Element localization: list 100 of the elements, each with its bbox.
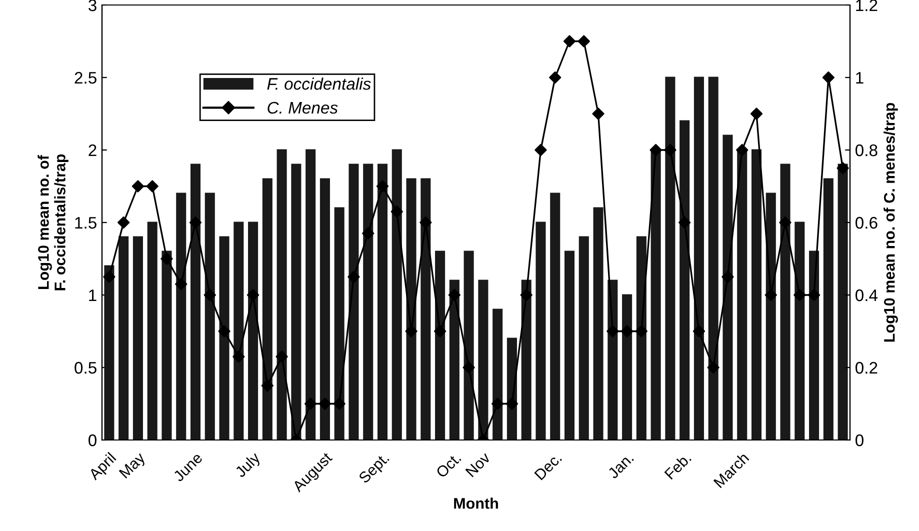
y-tick-label: 2 xyxy=(88,144,96,156)
y2-tick-label: 0 xyxy=(856,434,864,446)
bar xyxy=(593,207,604,440)
point xyxy=(232,350,245,363)
bar xyxy=(132,236,143,440)
point xyxy=(707,361,720,374)
y-tick-label: 0 xyxy=(88,434,96,446)
point xyxy=(362,227,374,240)
bar xyxy=(536,222,546,440)
bar xyxy=(276,149,287,440)
point xyxy=(333,398,346,410)
bar xyxy=(449,280,460,440)
point xyxy=(189,216,202,229)
point xyxy=(692,325,706,338)
bar xyxy=(406,178,416,440)
y-axis-title: Log10 mean no. of F. occidentalis/trap xyxy=(38,154,68,290)
x-tick-label: Jan. xyxy=(607,452,634,480)
point xyxy=(549,71,562,84)
x-tick-label: May xyxy=(118,452,148,481)
y-tick-label: 1 xyxy=(89,290,96,302)
bar xyxy=(348,164,359,440)
bar xyxy=(492,308,503,440)
point xyxy=(592,108,604,120)
point xyxy=(146,180,158,192)
point xyxy=(794,288,806,302)
point xyxy=(118,216,130,229)
bar xyxy=(219,236,230,440)
y-tick-label: 2.5 xyxy=(74,72,96,84)
bar xyxy=(248,222,258,440)
bar xyxy=(694,76,704,440)
point xyxy=(276,350,288,363)
legend-label: C. Menes xyxy=(268,102,338,114)
point xyxy=(822,71,834,84)
point xyxy=(578,35,590,48)
bar xyxy=(464,250,474,440)
bar xyxy=(766,192,776,440)
point xyxy=(736,144,748,156)
point xyxy=(218,325,230,338)
bar xyxy=(377,164,388,440)
bar xyxy=(564,250,575,440)
point xyxy=(132,180,144,192)
x-tick-label: Nov xyxy=(465,452,492,478)
bar xyxy=(751,149,762,440)
point xyxy=(448,288,460,302)
bar xyxy=(478,280,488,440)
bar xyxy=(708,76,718,440)
point xyxy=(506,398,518,410)
bar xyxy=(521,280,532,440)
point xyxy=(722,270,734,283)
point xyxy=(318,398,332,410)
point xyxy=(434,325,446,338)
x-tick-label: Feb. xyxy=(664,452,692,480)
x-axis-title: Month xyxy=(454,498,498,509)
bar xyxy=(234,222,244,440)
bar xyxy=(737,149,748,440)
point xyxy=(520,288,532,302)
bar xyxy=(162,250,172,440)
x-tick-label: Oct. xyxy=(435,452,462,478)
point xyxy=(348,270,360,283)
bar xyxy=(435,250,446,440)
bar xyxy=(636,236,646,440)
bar xyxy=(794,222,805,440)
bar xyxy=(680,120,690,440)
point xyxy=(836,162,849,174)
x-tick-label: July xyxy=(234,451,264,480)
bar xyxy=(104,265,114,440)
bar xyxy=(306,149,316,440)
point xyxy=(750,108,763,120)
bar xyxy=(118,236,129,440)
y2-tick-label: 1 xyxy=(856,72,864,84)
point xyxy=(534,144,547,156)
bar xyxy=(665,76,676,440)
point xyxy=(492,398,504,410)
point xyxy=(405,325,418,338)
bar xyxy=(334,207,344,440)
point xyxy=(204,288,216,302)
bar xyxy=(204,192,215,440)
bar xyxy=(838,164,848,440)
point xyxy=(261,380,274,392)
y2-tick-label: 0.6 xyxy=(856,216,878,229)
point xyxy=(175,278,188,290)
bar xyxy=(392,149,402,440)
point xyxy=(779,216,792,229)
legend-label: F. occidentalis xyxy=(267,78,371,90)
bar xyxy=(363,164,374,440)
point xyxy=(390,206,403,218)
bar xyxy=(578,236,589,440)
bar xyxy=(291,164,302,440)
bar xyxy=(780,164,790,440)
y-tick-label: 1.5 xyxy=(75,217,96,229)
bar xyxy=(809,250,820,440)
point xyxy=(160,252,173,265)
bar xyxy=(722,134,733,440)
bar xyxy=(622,294,632,440)
x-tick-label: Dec. xyxy=(534,452,562,480)
y-tick-label: 0.5 xyxy=(74,362,96,374)
point xyxy=(376,180,389,192)
point xyxy=(764,288,777,302)
point xyxy=(462,361,475,374)
point xyxy=(606,325,619,338)
